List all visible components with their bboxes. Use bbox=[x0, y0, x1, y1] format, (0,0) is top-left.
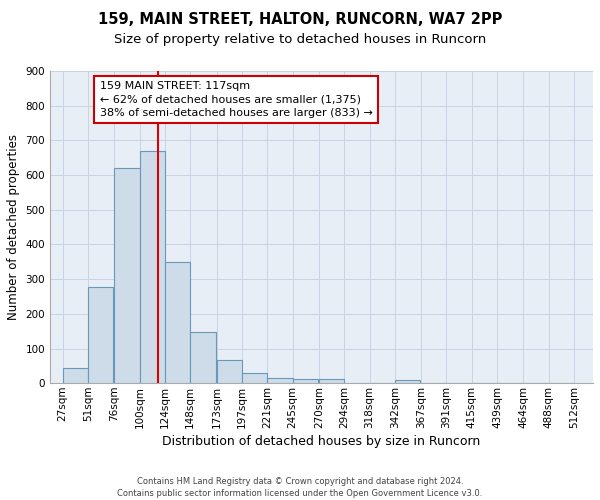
Text: Size of property relative to detached houses in Runcorn: Size of property relative to detached ho… bbox=[114, 32, 486, 46]
Bar bbox=[62, 368, 88, 383]
Bar bbox=[242, 373, 267, 383]
X-axis label: Distribution of detached houses by size in Runcorn: Distribution of detached houses by size … bbox=[163, 435, 481, 448]
Bar bbox=[319, 379, 344, 383]
Bar bbox=[115, 168, 140, 383]
Bar bbox=[217, 360, 242, 383]
Y-axis label: Number of detached properties: Number of detached properties bbox=[7, 134, 20, 320]
Text: Contains HM Land Registry data © Crown copyright and database right 2024.
Contai: Contains HM Land Registry data © Crown c… bbox=[118, 476, 482, 498]
Bar bbox=[165, 262, 190, 383]
Text: 159, MAIN STREET, HALTON, RUNCORN, WA7 2PP: 159, MAIN STREET, HALTON, RUNCORN, WA7 2… bbox=[98, 12, 502, 28]
Bar bbox=[395, 380, 420, 383]
Bar bbox=[190, 332, 215, 383]
Bar bbox=[293, 379, 318, 383]
Bar bbox=[267, 378, 293, 383]
Text: 159 MAIN STREET: 117sqm
← 62% of detached houses are smaller (1,375)
38% of semi: 159 MAIN STREET: 117sqm ← 62% of detache… bbox=[100, 82, 373, 118]
Bar bbox=[140, 150, 165, 383]
Bar bbox=[88, 287, 113, 383]
